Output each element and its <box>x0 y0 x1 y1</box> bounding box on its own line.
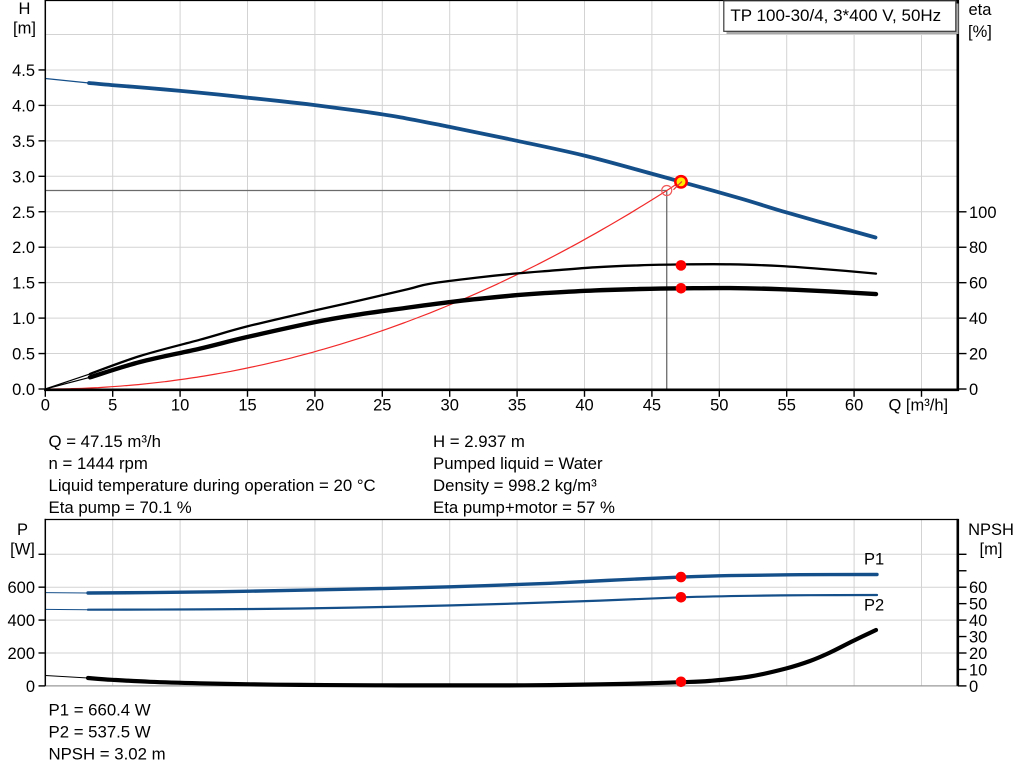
svg-text:15: 15 <box>238 397 256 415</box>
svg-text:25: 25 <box>373 397 391 415</box>
svg-text:3.5: 3.5 <box>12 133 35 151</box>
svg-text:20: 20 <box>306 397 324 415</box>
svg-text:Pumped liquid = Water: Pumped liquid = Water <box>433 454 603 473</box>
svg-text:NPSH: NPSH <box>968 521 1014 539</box>
svg-text:5: 5 <box>108 397 117 415</box>
svg-text:60: 60 <box>845 397 863 415</box>
svg-text:20: 20 <box>969 346 987 364</box>
svg-text:[%]: [%] <box>968 23 992 41</box>
svg-text:0.5: 0.5 <box>12 346 35 364</box>
svg-text:Liquid temperature during oper: Liquid temperature during operation = 20… <box>49 476 376 495</box>
svg-text:10: 10 <box>969 661 987 679</box>
svg-text:2.0: 2.0 <box>12 239 35 257</box>
svg-text:45: 45 <box>643 397 661 415</box>
svg-text:NPSH = 3.02 m: NPSH = 3.02 m <box>49 744 166 763</box>
svg-text:10: 10 <box>171 397 189 415</box>
svg-text:0: 0 <box>969 678 978 696</box>
svg-text:200: 200 <box>7 645 35 663</box>
svg-text:1.5: 1.5 <box>12 275 35 293</box>
svg-text:60: 60 <box>969 579 987 597</box>
svg-text:Eta pump+motor = 57 %: Eta pump+motor = 57 % <box>433 498 615 517</box>
svg-text:Density = 998.2 kg/m³: Density = 998.2 kg/m³ <box>433 476 597 495</box>
svg-text:eta: eta <box>969 1 993 19</box>
svg-text:2.5: 2.5 <box>12 204 35 222</box>
svg-text:H: H <box>19 0 31 18</box>
svg-text:0: 0 <box>26 678 35 696</box>
svg-text:0: 0 <box>41 397 50 415</box>
svg-text:40: 40 <box>969 612 987 630</box>
svg-text:n = 1444 rpm: n = 1444 rpm <box>49 454 148 473</box>
svg-text:80: 80 <box>969 239 987 257</box>
svg-text:TP 100-30/4, 3*400 V, 50Hz: TP 100-30/4, 3*400 V, 50Hz <box>730 6 941 25</box>
svg-text:40: 40 <box>969 310 987 328</box>
svg-text:30: 30 <box>969 629 987 647</box>
svg-text:40: 40 <box>575 397 593 415</box>
svg-text:Q = 47.15 m³/h: Q = 47.15 m³/h <box>49 432 161 451</box>
svg-text:P1 = 660.4 W: P1 = 660.4 W <box>49 700 151 719</box>
svg-text:Eta pump = 70.1 %: Eta pump = 70.1 % <box>49 498 192 517</box>
svg-text:[m]: [m] <box>980 541 1003 559</box>
svg-text:4.5: 4.5 <box>12 62 35 80</box>
svg-text:0.0: 0.0 <box>12 381 35 399</box>
svg-text:0: 0 <box>969 381 978 399</box>
svg-text:P1: P1 <box>864 551 884 569</box>
svg-text:50: 50 <box>710 397 728 415</box>
svg-text:50: 50 <box>969 596 987 614</box>
svg-text:4.0: 4.0 <box>12 97 35 115</box>
svg-text:60: 60 <box>969 275 987 293</box>
svg-text:55: 55 <box>778 397 796 415</box>
svg-text:100: 100 <box>969 204 997 222</box>
svg-text:P: P <box>17 521 28 539</box>
svg-text:400: 400 <box>7 612 35 630</box>
svg-text:1.0: 1.0 <box>12 310 35 328</box>
svg-text:H = 2.937 m: H = 2.937 m <box>433 432 525 451</box>
svg-text:Q [m³/h]: Q [m³/h] <box>889 397 949 415</box>
svg-text:P2 = 537.5 W: P2 = 537.5 W <box>49 722 151 741</box>
svg-text:35: 35 <box>508 397 526 415</box>
svg-text:30: 30 <box>441 397 459 415</box>
svg-text:600: 600 <box>7 579 35 597</box>
svg-text:20: 20 <box>969 645 987 663</box>
svg-text:P2: P2 <box>864 597 884 615</box>
svg-text:[W]: [W] <box>10 541 35 559</box>
svg-text:[m]: [m] <box>13 20 36 38</box>
svg-text:3.0: 3.0 <box>12 168 35 186</box>
